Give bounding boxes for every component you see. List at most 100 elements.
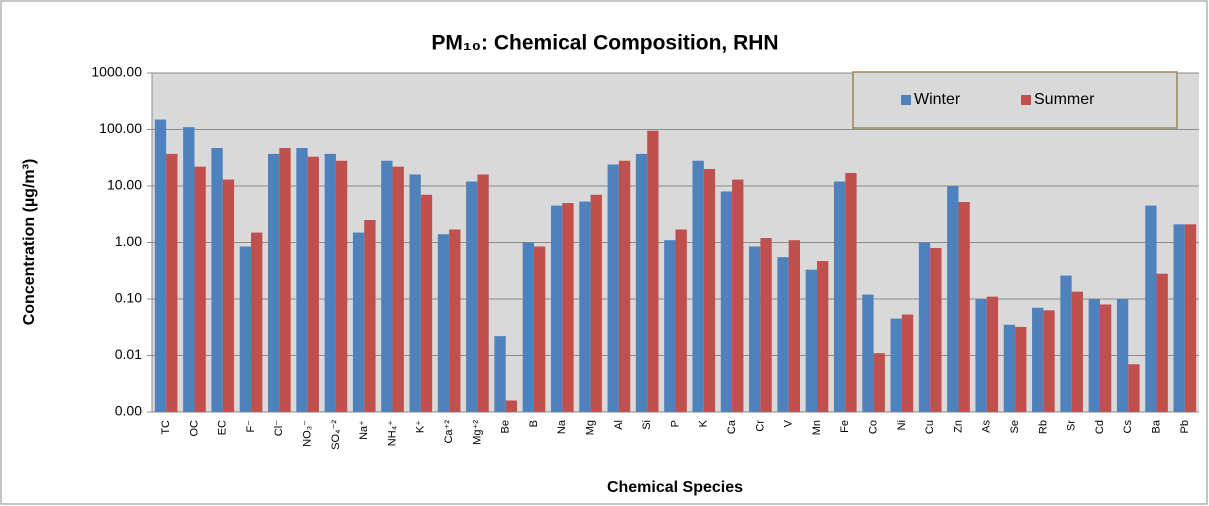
x-tick-label: Mn: [811, 420, 823, 435]
bar: [494, 336, 506, 412]
bar: [720, 191, 733, 412]
bar: [1173, 224, 1185, 412]
bar: [1043, 310, 1055, 412]
bar: [166, 153, 178, 412]
bar: [335, 160, 348, 412]
bar: [239, 246, 252, 412]
x-tick-label: Se: [1009, 420, 1021, 433]
x-tick-label: Co: [867, 420, 879, 434]
x-tick-label: Sr: [1066, 420, 1078, 431]
legend-swatch: [1021, 95, 1031, 105]
bar: [816, 261, 829, 412]
x-tick-label: Zn: [952, 420, 964, 433]
bar: [477, 174, 489, 412]
x-tick-label: EC: [217, 420, 229, 435]
bar: [918, 242, 931, 412]
x-tick-label: OC: [188, 420, 200, 437]
x-tick-label: Be: [500, 420, 512, 433]
x-tick-label: B: [528, 420, 540, 427]
legend-label: Summer: [1034, 91, 1095, 108]
x-tick-label: Ca⁺²: [443, 420, 455, 444]
x-axis-title: Chemical Species: [607, 479, 743, 496]
y-tick-label: 0.10: [115, 290, 142, 306]
bar: [805, 269, 817, 412]
bar: [647, 130, 659, 413]
x-tick-label: Pb: [1179, 420, 1191, 433]
bar: [1099, 304, 1112, 412]
bar: [1156, 273, 1168, 412]
x-tick-label: P: [669, 420, 681, 427]
bar: [466, 181, 478, 412]
bar: [732, 179, 744, 412]
x-tick-label: Rb: [1037, 420, 1049, 434]
x-tick-label: K⁺: [415, 420, 427, 433]
chart-title: PM₁₀: Chemical Composition, RHN: [431, 32, 778, 55]
x-tick-label: TC: [160, 420, 172, 435]
bar: [364, 220, 376, 412]
bar: [930, 247, 942, 412]
bar: [352, 232, 365, 412]
x-tick-label: Na: [556, 419, 568, 434]
x-tick-label: Mg⁺²: [471, 420, 483, 445]
y-tick-label: 10.00: [107, 177, 142, 193]
bar: [279, 148, 291, 412]
x-tick-label: Cs: [1122, 420, 1134, 434]
bar: [1003, 324, 1016, 412]
bar: [534, 246, 546, 412]
bar: [251, 232, 263, 412]
legend-swatch: [901, 95, 911, 105]
bar: [845, 172, 857, 412]
y-tick-label: 1000.00: [91, 64, 142, 80]
bar: [703, 168, 716, 412]
bar: [958, 202, 970, 412]
bar: [873, 353, 885, 412]
x-tick-label: Ni: [896, 420, 908, 430]
bar: [449, 229, 461, 412]
bar: [862, 294, 874, 412]
x-tick-label: NO₃⁻: [302, 420, 314, 447]
x-tick-label: Na⁺: [358, 420, 370, 440]
bar: [777, 257, 789, 412]
x-tick-label: Fe: [839, 420, 851, 433]
bar: [618, 160, 631, 412]
x-tick-label: K: [698, 419, 710, 427]
x-tick-label: V: [783, 419, 795, 427]
bar: [664, 240, 676, 412]
x-tick-label: Cl⁻: [273, 420, 285, 436]
x-tick-label: Mg: [585, 420, 597, 435]
bar: [749, 246, 761, 412]
bar: [901, 314, 914, 412]
bar: [1088, 299, 1100, 412]
bar: [562, 203, 574, 412]
bar: [607, 164, 619, 412]
x-tick-label: SO₄⁻²: [330, 420, 342, 450]
y-axis-title: Concentration (µg/m³): [21, 159, 38, 326]
y-tick-label: 100.00: [99, 120, 142, 136]
bar: [211, 148, 223, 412]
bar: [947, 186, 959, 412]
bar: [409, 174, 421, 412]
bar: [675, 229, 687, 412]
bar: [590, 194, 602, 412]
x-tick-label: Si: [641, 420, 653, 430]
x-tick-label: As: [981, 420, 993, 433]
bar: [833, 181, 846, 412]
x-tick-label: Cr: [754, 420, 766, 432]
legend-label: Winter: [914, 91, 961, 108]
bar: [692, 160, 704, 412]
y-tick-label: 1.00: [115, 233, 142, 249]
bar: [760, 238, 772, 412]
bar: [1145, 205, 1157, 412]
bar: [324, 153, 336, 412]
bar: [222, 179, 235, 412]
bar: [975, 299, 987, 412]
bar: [296, 148, 308, 412]
x-tick-label: F⁻: [245, 420, 257, 433]
x-tick-label: Ba: [1150, 419, 1162, 433]
x-tick-label: Al: [613, 420, 625, 430]
bar: [1032, 307, 1044, 412]
x-tick-label: Cd: [1094, 420, 1106, 434]
bar: [307, 156, 319, 412]
x-tick-label: Ca: [726, 419, 738, 434]
